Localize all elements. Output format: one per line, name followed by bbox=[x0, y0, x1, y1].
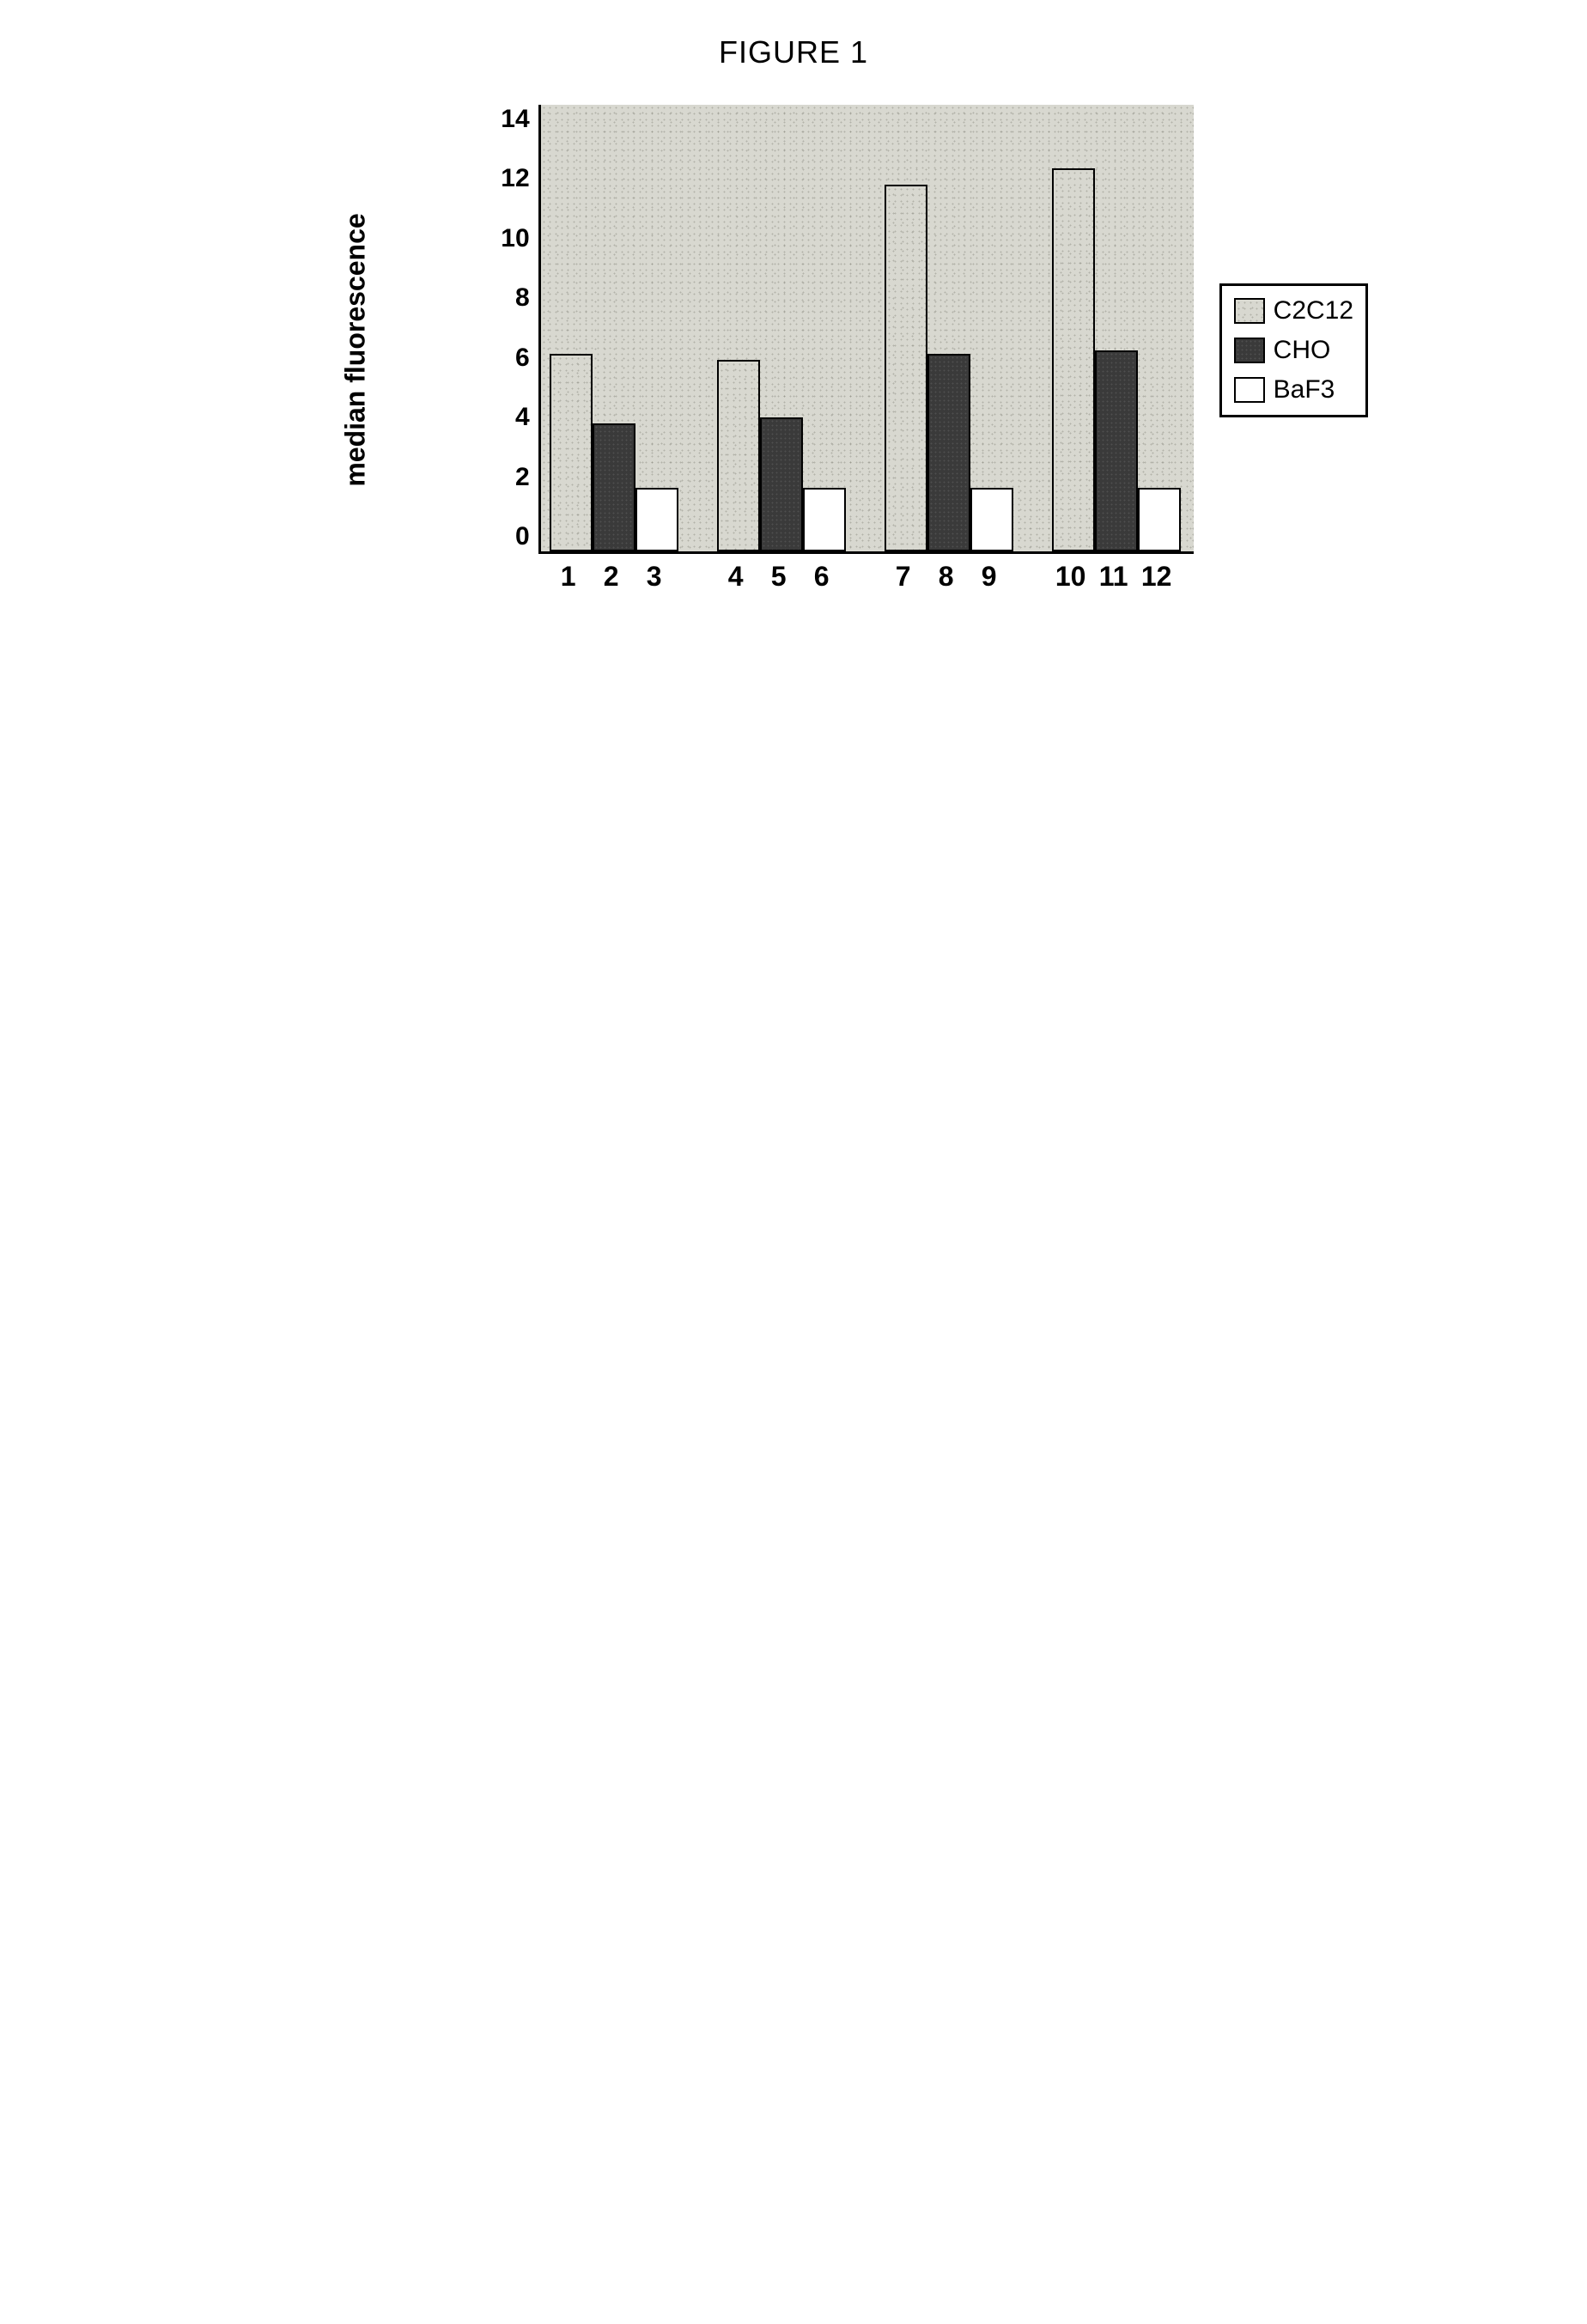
chart-wrapper: median fluorescence 14121086420 12345678… bbox=[34, 105, 1553, 595]
y-axis-label: median fluorescence bbox=[340, 213, 372, 486]
bar bbox=[1138, 488, 1181, 551]
bar bbox=[970, 488, 1013, 551]
legend-label: BaF3 bbox=[1274, 375, 1335, 405]
bar bbox=[550, 354, 593, 551]
bar bbox=[1052, 168, 1095, 551]
y-tick: 2 bbox=[515, 463, 530, 492]
y-tick: 10 bbox=[501, 224, 529, 253]
x-tick: 3 bbox=[639, 561, 670, 593]
y-tick: 6 bbox=[515, 344, 530, 373]
bar bbox=[927, 354, 970, 551]
y-tick: 14 bbox=[501, 105, 529, 134]
figure-title: FIGURE 1 bbox=[34, 34, 1553, 70]
legend-swatch bbox=[1234, 298, 1265, 324]
y-tick: 8 bbox=[515, 283, 530, 313]
legend-label: C2C12 bbox=[1274, 296, 1353, 325]
bar bbox=[885, 185, 927, 551]
bar bbox=[803, 488, 846, 551]
bar bbox=[1095, 350, 1138, 551]
x-tick: 10 bbox=[1055, 561, 1086, 593]
x-tick: 6 bbox=[806, 561, 837, 593]
bar bbox=[593, 423, 635, 551]
bar bbox=[635, 488, 678, 551]
legend-label: CHO bbox=[1274, 336, 1331, 365]
legend-swatch bbox=[1234, 338, 1265, 363]
legend: C2C12 CHO BaF3 bbox=[1219, 283, 1368, 417]
plot-area bbox=[538, 105, 1194, 554]
x-tick: 11 bbox=[1098, 561, 1129, 593]
x-tick: 9 bbox=[974, 561, 1005, 593]
x-tick: 4 bbox=[721, 561, 751, 593]
legend-item: C2C12 bbox=[1234, 296, 1353, 325]
x-tick: 2 bbox=[596, 561, 627, 593]
legend-swatch bbox=[1234, 377, 1265, 403]
bars-layer bbox=[541, 105, 1194, 551]
y-tick: 4 bbox=[515, 403, 530, 432]
bar bbox=[717, 360, 760, 551]
plot-container: 123456789101112 bbox=[538, 105, 1194, 595]
x-tick: 7 bbox=[888, 561, 919, 593]
x-tick: 12 bbox=[1141, 561, 1172, 593]
y-axis-ticks: 14 12 10 8 6 4 2 0 bbox=[501, 105, 538, 551]
x-tick: 8 bbox=[931, 561, 962, 593]
legend-item: CHO bbox=[1234, 336, 1353, 365]
x-axis-ticks: 123456789101112 bbox=[538, 561, 1191, 595]
chart-area: median fluorescence 14121086420 12345678… bbox=[219, 105, 1194, 595]
y-tick: 12 bbox=[501, 164, 529, 193]
x-tick: 5 bbox=[763, 561, 794, 593]
legend-item: BaF3 bbox=[1234, 375, 1353, 405]
ylabel-container: median fluorescence bbox=[219, 105, 492, 595]
x-tick: 1 bbox=[553, 561, 584, 593]
bar bbox=[760, 417, 803, 551]
y-tick: 0 bbox=[515, 522, 530, 551]
